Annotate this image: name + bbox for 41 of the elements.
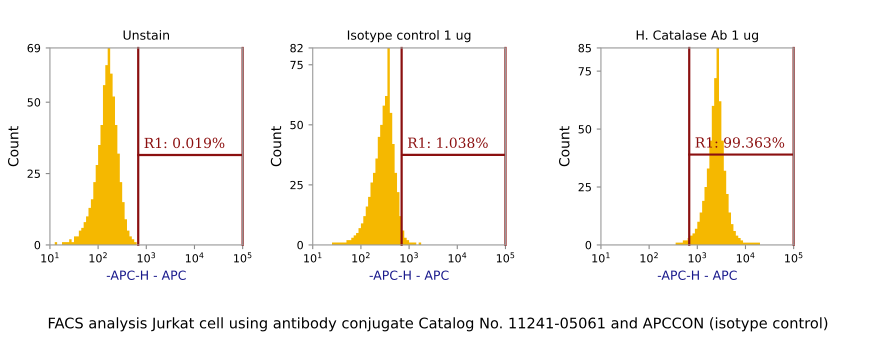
- x-tick-label: 10$^{5}$: [496, 252, 514, 262]
- chart-title: Isotype control 1 ug: [348, 30, 470, 42]
- y-tick-label: 25: [28, 170, 40, 178]
- y-tick-label: 50: [28, 98, 40, 107]
- x-tick-label: 10$^{4}$: [736, 252, 754, 262]
- y-tick-label: 85: [578, 44, 591, 52]
- x-axis-title: -APC-H - APC: [106, 270, 186, 280]
- y-tick-label: 50: [290, 120, 303, 130]
- annotation: R1: 1.038%: [408, 138, 488, 148]
- x-axis-title: -APC-H - APC: [370, 270, 449, 280]
- y-tick-label: 25: [290, 180, 303, 190]
- x-tick-label: 10$^{3}$: [400, 252, 418, 262]
- x-tick-label: 10$^{5}$: [234, 252, 252, 262]
- x-tick-label: 10$^{1}$: [592, 252, 610, 262]
- x-tick-label: 10$^{3}$: [688, 252, 706, 262]
- x-tick-label: 10$^{4}$: [448, 252, 466, 262]
- annotation: R1: 0.019%: [144, 138, 224, 148]
- chart-title: Unstain: [124, 30, 170, 40]
- y-tick-label: 25: [578, 182, 591, 192]
- y-axis-title: Count: [8, 126, 19, 166]
- y-tick-label: 69: [28, 44, 40, 52]
- x-tick-label: 10$^{2}$: [640, 252, 658, 262]
- y-tick-label: 0: [34, 240, 40, 250]
- x-tick-label: 10$^{1}$: [41, 252, 59, 262]
- x-tick-label: 10$^{4}$: [186, 252, 204, 262]
- y-tick-label: 0: [586, 240, 592, 250]
- y-tick-label: 50: [578, 125, 592, 134]
- x-tick-label: 10$^{1}$: [304, 252, 322, 262]
- x-tick-label: 10$^{2}$: [90, 252, 107, 262]
- x-tick-label: 10$^{5}$: [785, 252, 802, 262]
- x-tick-label: 10$^{2}$: [352, 252, 370, 262]
- y-tick-label: 75: [578, 67, 591, 76]
- y-axis-title: Count: [270, 126, 282, 166]
- chart-title: H. Catalase Ab 1 ug: [636, 30, 758, 42]
- x-tick-label: 10$^{3}$: [138, 252, 156, 262]
- y-tick-label: 0: [297, 240, 303, 250]
- text: FACS analysis Jurkat cell using antibody conjugate Catalog No. 11241-05061 and APCCON (isotype control): [48, 317, 828, 332]
- y-axis-title: Count: [559, 126, 570, 166]
- y-tick-label: 82: [290, 44, 303, 52]
- x-axis-title: -APC-H - APC: [658, 270, 737, 280]
- y-tick-label: 75: [290, 60, 303, 70]
